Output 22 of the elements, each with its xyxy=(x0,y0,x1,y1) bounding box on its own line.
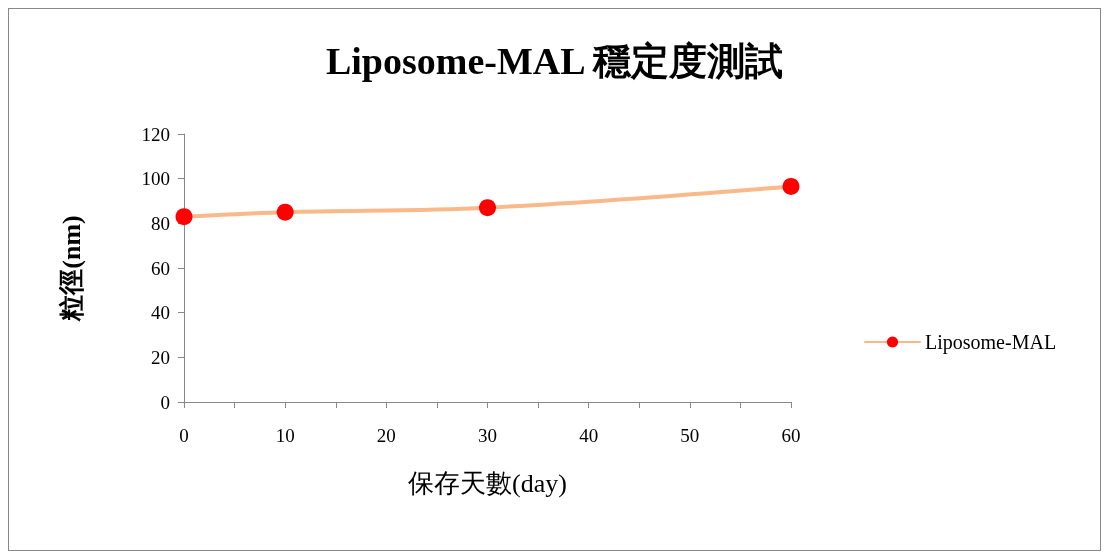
y-tick-label: 0 xyxy=(160,391,170,413)
x-tick-label: 60 xyxy=(781,425,801,446)
y-tick-label: 80 xyxy=(151,212,170,234)
x-tick-label: 20 xyxy=(376,425,396,446)
chart-title: Liposome-MAL 穩定度測試 xyxy=(325,40,784,82)
point xyxy=(479,199,496,217)
legend-label: Liposome-MAL xyxy=(925,331,1057,354)
x-tick-label: 50 xyxy=(680,425,700,446)
y-tick-label: 40 xyxy=(151,302,170,324)
x-tick-label: 0 xyxy=(179,425,189,446)
y-tick-label: 100 xyxy=(141,168,170,190)
y-axis-title: 粒徑(nm) xyxy=(56,215,86,322)
x-tick-label: 30 xyxy=(478,425,497,446)
point xyxy=(782,177,800,195)
y-tick-label: 20 xyxy=(151,346,170,368)
x-tick-label: 40 xyxy=(579,425,599,446)
y-tick-label: 60 xyxy=(151,257,170,279)
y-tick-label: 120 xyxy=(141,123,170,145)
x-axis-title: 保存天數(day) xyxy=(408,468,567,498)
point xyxy=(276,203,294,221)
x-tick-label: 10 xyxy=(275,425,295,446)
point xyxy=(175,208,193,226)
